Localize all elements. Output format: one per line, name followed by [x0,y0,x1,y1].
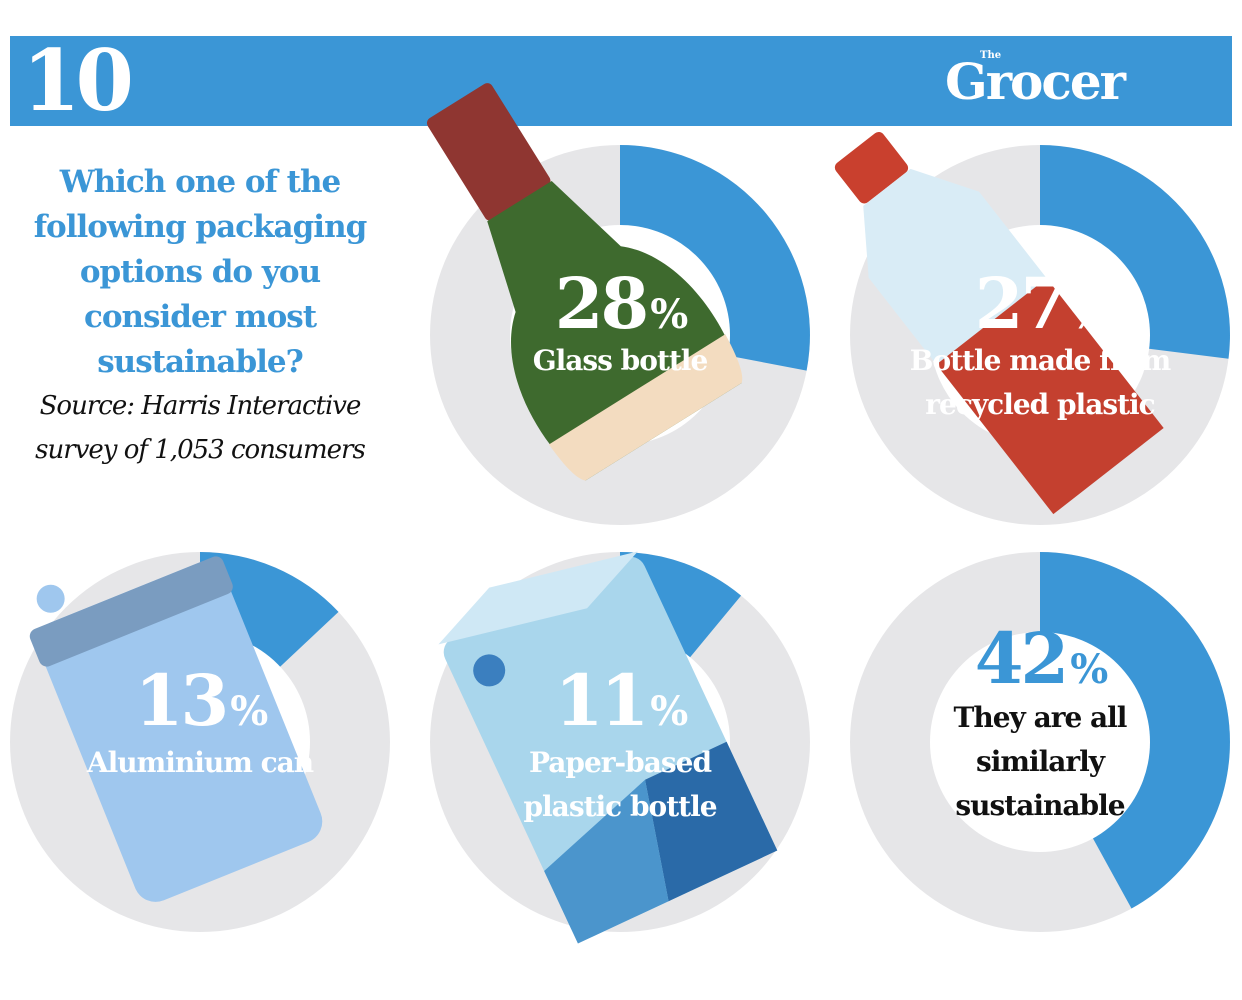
category-label: Aluminium can [86,746,314,779]
issue-number: 10 [22,31,134,130]
category-label: similarly [976,745,1106,778]
category-label: Glass bottle [533,344,708,377]
grocer-logo: The Grocer [940,42,1140,122]
unit-label: % [230,688,268,735]
header-band [10,36,1232,126]
logo-the: The [980,50,1002,61]
unit-label: % [1070,646,1108,693]
logo-word: Grocer [945,52,1126,111]
unit-label: % [650,688,688,735]
category-label: They are all [954,701,1127,734]
donut-hole [930,632,1150,852]
survey-source: Source: Harris Interactive survey of 1,0… [35,391,366,465]
survey-question: Which one of the following packaging opt… [33,164,368,380]
category-label: Bottle made from [910,344,1171,377]
paper-bottle-icon [438,551,778,944]
unit-label: % [1070,291,1108,338]
donut-chart: 13 %Aluminium can [10,552,390,932]
category-label: Paper-based [529,746,712,779]
glass-bottle-icon [426,83,743,481]
donut-chart: 28 %Glass bottle [426,83,810,525]
category-label: recycled plastic [925,388,1154,421]
category-label: sustainable [955,789,1124,822]
unit-label: % [650,291,688,338]
plastic-bottle-icon [834,131,1164,515]
category-label: plastic bottle [523,790,716,823]
aluminium-can-icon [29,556,323,902]
